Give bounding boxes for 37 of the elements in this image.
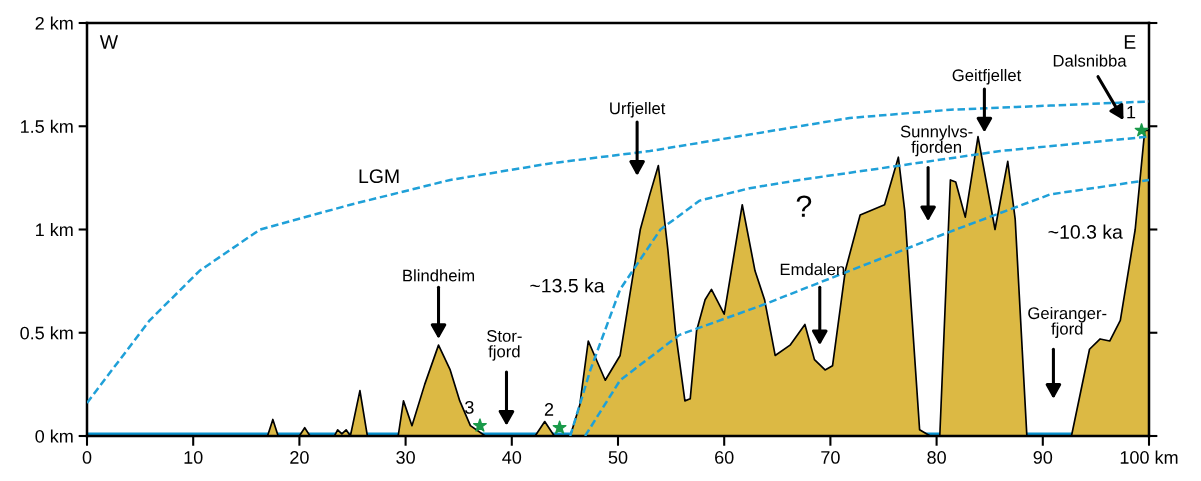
annotation: Emdalen (780, 263, 845, 276)
annotation: Urfjellet (610, 101, 666, 118)
x-tick-label: 30 (396, 451, 415, 464)
annotation: 2 (544, 403, 554, 416)
annotation: W (99, 35, 119, 49)
point (1134, 123, 1149, 137)
x-tick-label: 80 (927, 451, 946, 464)
annotation: ? (796, 195, 812, 217)
y-tick-label: 1 km (36, 222, 73, 237)
annotation: ~13.5 ka (530, 278, 605, 293)
x-tick-label: 20 (290, 451, 309, 464)
x-tick-label: 40 (502, 451, 522, 464)
point (552, 420, 567, 434)
annotation: LGM (359, 169, 399, 184)
point (472, 418, 487, 432)
y-tick-label: 2 km (35, 16, 73, 30)
annotation: Sunnylvs- fjorden (900, 125, 973, 157)
annotation: Dalsnibba (1053, 54, 1127, 67)
annotation: ~10.3 ka (1048, 224, 1123, 239)
annotation: Blindheim (403, 269, 475, 282)
annotation: 1 (1127, 105, 1136, 119)
annotation: 3 (465, 400, 474, 414)
x-tick-label: 60 (715, 451, 734, 464)
annotation: Stor- fjord (487, 330, 522, 361)
x-tick-label: 50 (608, 451, 628, 464)
y-tick-label: 0 km (35, 429, 73, 443)
line-series (583, 178, 1149, 436)
x-tick-label: 10 (184, 451, 203, 464)
x-tick-label: 70 (821, 451, 840, 464)
annotation: Geiranger- fjord (1028, 306, 1107, 338)
x-tick-label: 0 (82, 451, 92, 464)
y-tick-label: 0.5 km (20, 326, 73, 340)
y-tick-label: 1.5 km (21, 119, 73, 133)
x-tick-label: 90 (1033, 451, 1053, 464)
x-tick-label: 100 km (1120, 450, 1178, 464)
annotation: E (1124, 35, 1136, 49)
annotation: Geitfjellet (952, 68, 1022, 85)
